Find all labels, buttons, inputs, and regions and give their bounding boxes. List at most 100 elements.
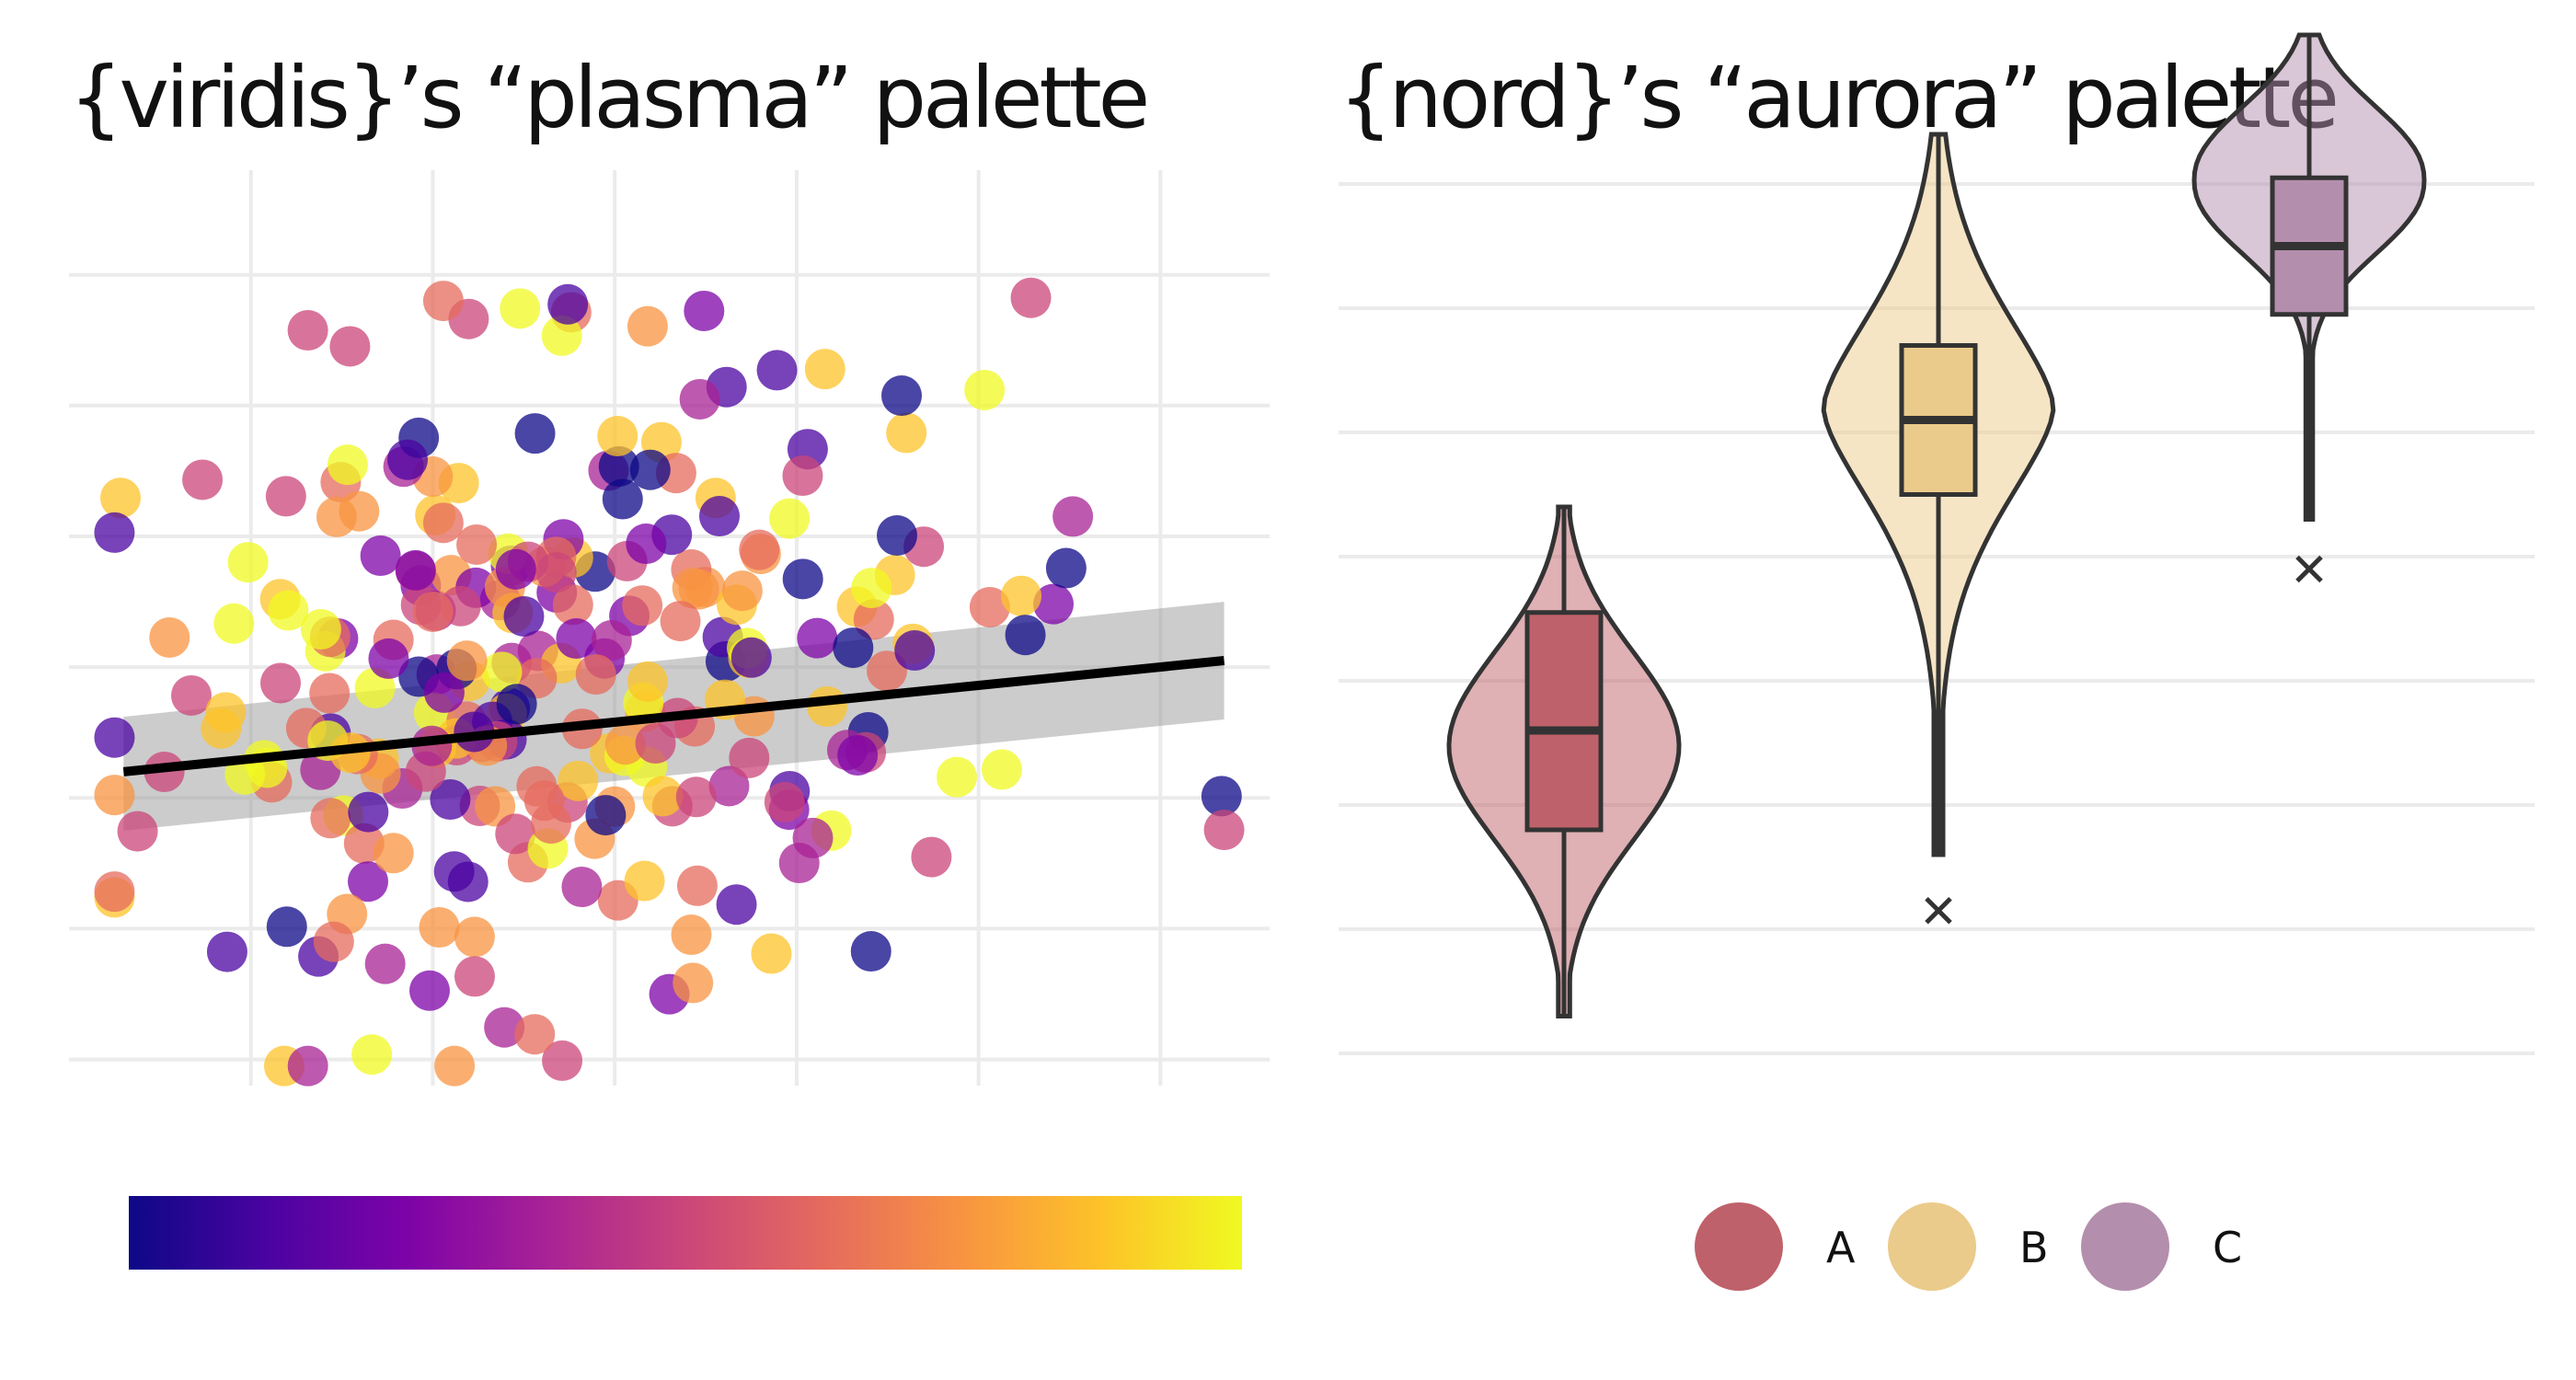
scatter-point: [94, 775, 135, 816]
scatter-point: [206, 931, 247, 972]
scatter-point: [672, 568, 713, 609]
scatter-point: [850, 931, 891, 972]
scatter-point: [622, 585, 663, 627]
scatter-point: [514, 1014, 556, 1055]
scatter-point: [287, 310, 328, 351]
scatter-point: [597, 416, 638, 457]
scatter-point: [300, 608, 341, 650]
scatter-point: [792, 817, 834, 858]
scatter-point: [422, 281, 464, 322]
scatter-point: [627, 305, 668, 347]
scatter-point: [347, 861, 388, 903]
scatter-point: [94, 871, 135, 913]
scatter-point: [395, 549, 436, 591]
scatter-point: [495, 813, 536, 855]
scatter-point: [268, 590, 309, 631]
scatter-point: [456, 523, 498, 565]
scatter-point: [514, 413, 556, 454]
scatter-point: [676, 865, 718, 906]
scatter-point: [837, 734, 879, 776]
scatter-point: [642, 776, 684, 817]
scatter-point: [313, 921, 354, 962]
scatter-point: [1005, 615, 1046, 656]
scatter-point: [764, 781, 805, 822]
scatter-point: [310, 798, 351, 839]
legend-label-a: A: [1826, 1223, 1856, 1272]
scatter-point: [373, 833, 414, 874]
scatter-point: [227, 542, 269, 583]
scatter-point: [716, 884, 757, 926]
scatter-point: [627, 661, 668, 702]
scatter-point: [679, 378, 720, 420]
scatter-point: [94, 717, 135, 758]
scatter-point: [433, 851, 475, 892]
legend-label-b: B: [2019, 1223, 2049, 1272]
scatter-point: [503, 595, 545, 637]
scatter-point: [575, 654, 616, 696]
legend-key-b: [1888, 1202, 1976, 1291]
outlier-C: [2295, 555, 2323, 583]
scatter-point: [851, 568, 892, 609]
box-A: [1524, 610, 1604, 833]
scatter-point: [886, 412, 927, 454]
scatter-point: [94, 512, 135, 553]
scatter-point: [205, 692, 247, 733]
violin-title: {nord}’s “aurora” palette: [1339, 49, 2336, 147]
scatter-point: [446, 640, 488, 682]
scatter-points: [94, 277, 1245, 1087]
scatter-point: [561, 867, 603, 908]
scatter-point: [309, 673, 351, 714]
scatter-point: [911, 836, 952, 878]
scatter-point: [894, 630, 936, 672]
scatter-point: [434, 1045, 476, 1087]
colorbar: [129, 1196, 1242, 1270]
scatter-point: [351, 1034, 393, 1075]
scatter-point: [423, 672, 465, 713]
scatter-point: [769, 498, 811, 539]
scatter-point: [348, 791, 389, 833]
scatter-point: [1203, 810, 1245, 851]
scatter-point: [182, 459, 224, 500]
scatter-point: [556, 618, 597, 660]
scatter-point: [756, 350, 798, 391]
scatter-point: [671, 914, 712, 956]
scatter-point: [624, 860, 665, 902]
legend-label-c: C: [2213, 1223, 2242, 1272]
scatter-point: [329, 326, 371, 367]
scatter-point: [368, 638, 409, 679]
scatter-point: [454, 916, 495, 958]
legend-key-c: [2081, 1202, 2169, 1291]
scatter-point: [739, 529, 780, 570]
scatter-point: [558, 760, 599, 801]
scatter-point: [876, 515, 917, 557]
scatter-point: [259, 662, 301, 704]
scatter-point: [698, 496, 740, 537]
scatter-point: [386, 439, 428, 480]
scatter-point: [1052, 496, 1094, 537]
scatter-point: [1201, 776, 1242, 817]
scatter-point: [626, 523, 667, 565]
scatter-point: [287, 1045, 328, 1087]
scatter-point: [481, 651, 523, 693]
scatter-point: [552, 584, 593, 626]
scatter-point: [708, 765, 750, 807]
scatter-point: [721, 570, 763, 612]
trend-line-path: [122, 656, 1225, 776]
scatter-point: [730, 637, 772, 678]
scatter-point: [484, 1006, 525, 1048]
scatter-point: [751, 933, 792, 974]
scatter-point: [265, 476, 306, 517]
scatter-point: [1001, 575, 1042, 616]
scatter-point: [981, 749, 1022, 790]
scatter-point: [684, 290, 725, 331]
scatter-point: [675, 776, 717, 818]
scatter-point: [531, 803, 572, 845]
scatter-point: [408, 970, 450, 1011]
scatter-point: [881, 375, 923, 417]
scatter-point: [547, 283, 589, 325]
scatter-point: [360, 535, 401, 577]
scatter-point: [1045, 547, 1087, 589]
scatter-point: [454, 956, 495, 997]
scatter-point: [496, 684, 537, 725]
